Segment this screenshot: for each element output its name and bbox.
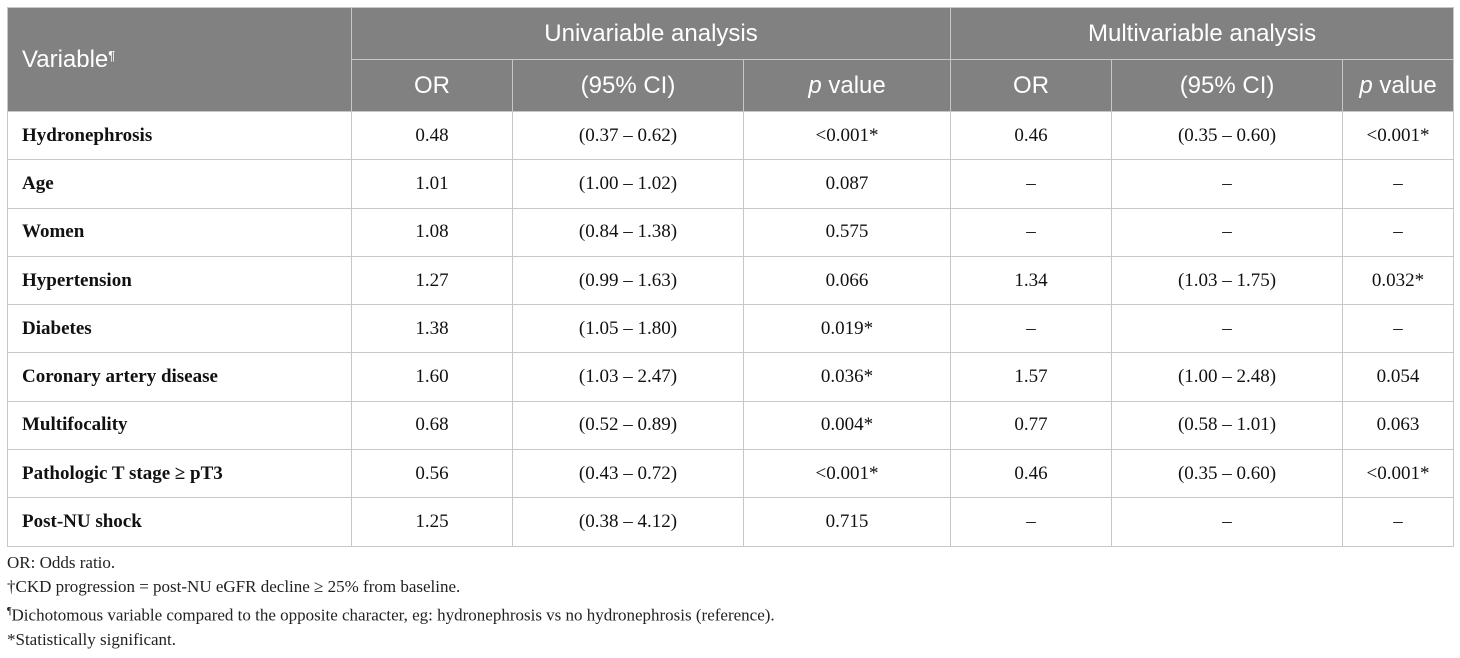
variable-cell: Multifocality (7, 400, 352, 451)
variable-cell: Coronary artery disease (7, 352, 352, 402)
footnote-dichotomous: ¶Dichotomous variable compared to the op… (7, 600, 1453, 628)
uni-or-cell: 0.68 (351, 400, 513, 451)
multi-ci-cell: (0.58 – 1.01) (1111, 400, 1344, 451)
uni-ci-cell: (0.84 – 1.38) (512, 207, 744, 257)
univariable-group-header: Univariable analysis (350, 7, 952, 60)
footnote-ckd: †CKD progression = post-NU eGFR decline … (7, 577, 461, 597)
multi-ci-cell: – (1111, 207, 1344, 257)
multi-or-cell: 0.77 (950, 400, 1113, 451)
table-row: Diabetes 1.38 (1.05 – 1.80) 0.019* – – – (7, 304, 1455, 354)
uni-p-cell: 0.575 (742, 207, 952, 257)
multi-ci-cell: (1.03 – 1.75) (1111, 255, 1344, 306)
variable-cell: Hypertension (7, 255, 352, 306)
table-row: Hydronephrosis 0.48 (0.37 – 0.62) <0.001… (7, 110, 1455, 161)
multi-p-cell: – (1342, 497, 1455, 547)
variable-cell: Hydronephrosis (7, 110, 352, 161)
table-row: Multifocality 0.68 (0.52 – 0.89) 0.004* … (7, 400, 1455, 451)
multivariable-group-header: Multivariable analysis (950, 7, 1455, 60)
uni-p-cell: 0.019* (742, 304, 952, 354)
uni-ci-cell: (0.38 – 4.12) (512, 497, 744, 547)
footnote-dichotomous-text: Dichotomous variable compared to the opp… (11, 605, 775, 625)
variable-cell: Diabetes (7, 304, 352, 354)
multi-p-cell: 0.063 (1342, 400, 1455, 451)
uni-or-cell: 1.27 (351, 255, 513, 306)
multi-or-cell: – (950, 304, 1113, 354)
uni-p-cell: 0.004* (742, 400, 952, 451)
multi-or-cell: – (950, 497, 1113, 547)
variable-cell: Women (7, 207, 352, 257)
uni-p-cell: 0.087 (742, 159, 952, 209)
uni-p-cell: 0.066 (742, 255, 952, 306)
table-row: Hypertension 1.27 (0.99 – 1.63) 0.066 1.… (7, 255, 1455, 306)
multi-p-cell: 0.032* (1342, 255, 1455, 306)
uni-p-cell: <0.001* (742, 110, 952, 161)
variable-cell: Post-NU shock (7, 497, 352, 547)
uni-or-cell: 1.60 (351, 352, 513, 402)
uni-p-cell: 0.715 (742, 497, 952, 547)
multi-ci-cell: (0.35 – 0.60) (1111, 449, 1344, 499)
uni-ci-cell: (0.52 – 0.89) (512, 400, 744, 451)
footnote-significance: *Statistically significant. (7, 629, 177, 649)
uni-or-header: OR (351, 59, 513, 112)
uni-ci-header: (95% CI) (512, 59, 744, 112)
table-row: Women 1.08 (0.84 – 1.38) 0.575 – – – (7, 207, 1455, 257)
uni-ci-cell: (0.99 – 1.63) (512, 255, 744, 306)
multi-p-cell: <0.001* (1342, 110, 1455, 161)
uni-ci-cell: (1.05 – 1.80) (512, 304, 744, 354)
table-footnotes: OR: Odds ratio. †CKD progression = post-… (7, 551, 1453, 653)
uni-ci-cell: (0.37 – 0.62) (512, 110, 744, 161)
multi-p-cell: <0.001* (1342, 449, 1455, 499)
multi-or-cell: – (950, 159, 1113, 209)
multi-or-cell: 0.46 (950, 449, 1113, 499)
multi-p-cell: – (1342, 159, 1455, 209)
uni-p-header: p value (742, 59, 952, 112)
variable-header: Variable¶ (7, 7, 352, 112)
multi-p-cell: – (1342, 304, 1455, 354)
multi-p-cell: – (1342, 207, 1455, 257)
variable-header-mark: ¶ (108, 47, 116, 63)
multi-ci-cell: (0.35 – 0.60) (1111, 110, 1344, 161)
uni-ci-cell: (1.00 – 1.02) (512, 159, 744, 209)
footnote-or: OR: Odds ratio. (7, 552, 116, 572)
multi-ci-cell: – (1111, 304, 1344, 354)
uni-ci-cell: (0.43 – 0.72) (512, 449, 744, 499)
uni-or-cell: 0.48 (351, 110, 513, 161)
uni-or-cell: 1.38 (351, 304, 513, 354)
multi-p-cell: 0.054 (1342, 352, 1455, 402)
variable-cell: Age (7, 159, 352, 209)
footnote-dichotomous-mark: ¶ (7, 605, 12, 617)
uni-ci-cell: (1.03 – 2.47) (512, 352, 744, 402)
table-row: Post-NU shock 1.25 (0.38 – 4.12) 0.715 –… (7, 497, 1455, 547)
multi-p-header: p value (1342, 59, 1455, 112)
uni-or-cell: 1.25 (351, 497, 513, 547)
table-row: Pathologic T stage ≥ pT3 0.56 (0.43 – 0.… (7, 449, 1455, 499)
multi-or-cell: 0.46 (950, 110, 1113, 161)
multi-or-cell: 1.34 (950, 255, 1113, 306)
multi-or-header: OR (950, 59, 1113, 112)
uni-p-cell: <0.001* (742, 449, 952, 499)
variable-cell: Pathologic T stage ≥ pT3 (7, 449, 352, 499)
uni-or-cell: 1.08 (351, 207, 513, 257)
results-table-container: Variable¶ Univariable analysis Multivari… (7, 7, 1455, 653)
multi-or-cell: 1.57 (950, 352, 1113, 402)
uni-or-cell: 1.01 (351, 159, 513, 209)
multi-ci-cell: (1.00 – 2.48) (1111, 352, 1344, 402)
table-row: Coronary artery disease 1.60 (1.03 – 2.4… (7, 352, 1455, 402)
regression-table: Variable¶ Univariable analysis Multivari… (7, 7, 1455, 547)
uni-or-cell: 0.56 (351, 449, 513, 499)
multi-or-cell: – (950, 207, 1113, 257)
multi-ci-cell: – (1111, 497, 1344, 547)
multi-ci-header: (95% CI) (1111, 59, 1344, 112)
uni-p-cell: 0.036* (742, 352, 952, 402)
multi-ci-cell: – (1111, 159, 1344, 209)
table-row: Age 1.01 (1.00 – 1.02) 0.087 – – – (7, 159, 1455, 209)
